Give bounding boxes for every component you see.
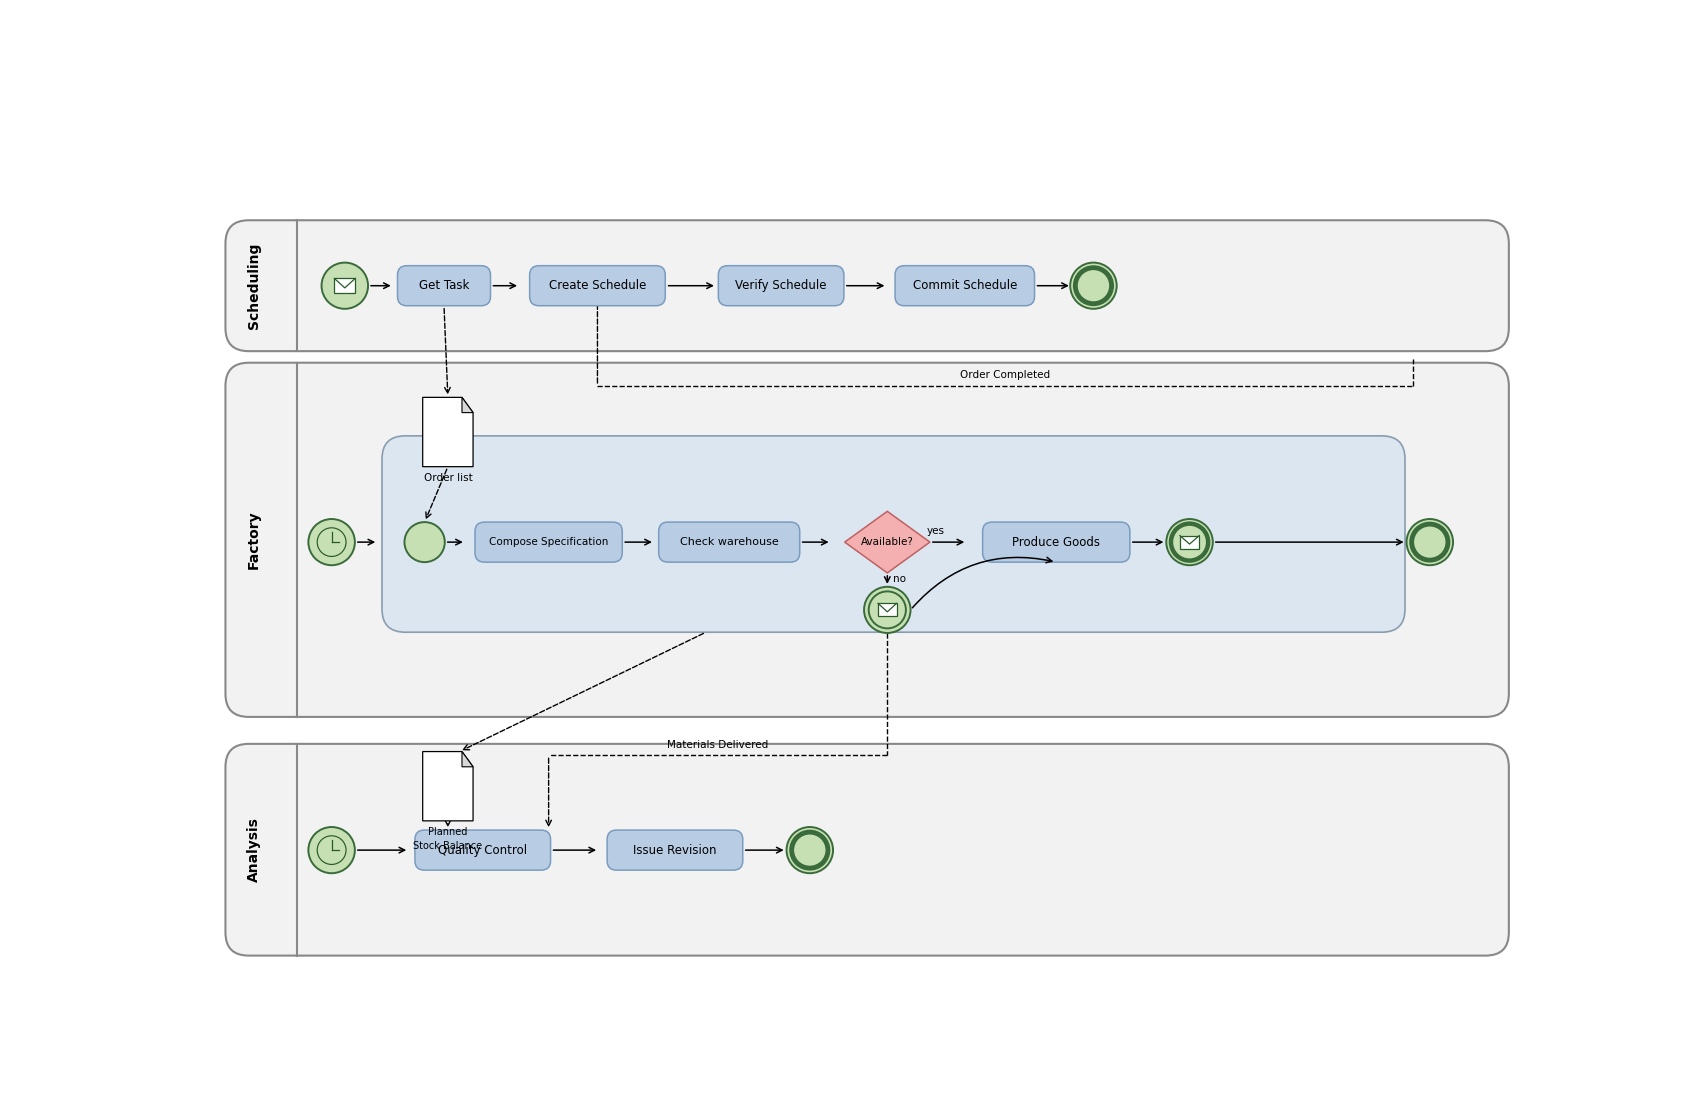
Circle shape bbox=[404, 522, 445, 562]
Text: Factory: Factory bbox=[247, 510, 261, 570]
Text: Order Completed: Order Completed bbox=[959, 371, 1051, 381]
FancyBboxPatch shape bbox=[658, 522, 800, 562]
Text: Create Schedule: Create Schedule bbox=[548, 279, 646, 293]
Circle shape bbox=[321, 263, 369, 309]
Text: Available?: Available? bbox=[861, 538, 914, 548]
FancyBboxPatch shape bbox=[607, 830, 743, 870]
FancyBboxPatch shape bbox=[878, 603, 897, 616]
Text: Commit Schedule: Commit Schedule bbox=[912, 279, 1017, 293]
Polygon shape bbox=[462, 397, 474, 413]
Circle shape bbox=[308, 519, 355, 565]
FancyBboxPatch shape bbox=[415, 830, 550, 870]
Text: Verify Schedule: Verify Schedule bbox=[736, 279, 827, 293]
FancyBboxPatch shape bbox=[225, 744, 1509, 956]
FancyBboxPatch shape bbox=[225, 221, 1509, 351]
Text: Issue Revision: Issue Revision bbox=[633, 843, 717, 857]
Text: Materials Delivered: Materials Delivered bbox=[667, 740, 768, 750]
Polygon shape bbox=[423, 752, 474, 821]
Polygon shape bbox=[423, 397, 474, 467]
FancyBboxPatch shape bbox=[382, 436, 1404, 633]
FancyBboxPatch shape bbox=[398, 266, 491, 306]
FancyBboxPatch shape bbox=[895, 266, 1034, 306]
FancyBboxPatch shape bbox=[983, 522, 1130, 562]
Text: Check warehouse: Check warehouse bbox=[680, 538, 778, 548]
Polygon shape bbox=[844, 511, 931, 573]
Text: Get Task: Get Task bbox=[420, 279, 469, 293]
Text: no: no bbox=[893, 574, 907, 584]
Circle shape bbox=[787, 827, 832, 873]
Text: Scheduling: Scheduling bbox=[247, 243, 261, 329]
Text: Quality Control: Quality Control bbox=[438, 843, 528, 857]
FancyBboxPatch shape bbox=[1179, 535, 1200, 549]
FancyBboxPatch shape bbox=[530, 266, 665, 306]
Text: Order list: Order list bbox=[423, 473, 472, 482]
Text: yes: yes bbox=[927, 527, 946, 537]
Circle shape bbox=[1406, 519, 1453, 565]
Circle shape bbox=[1166, 519, 1213, 565]
Text: Stock Balance: Stock Balance bbox=[413, 841, 482, 851]
Text: Analysis: Analysis bbox=[247, 817, 261, 882]
Circle shape bbox=[1071, 263, 1117, 309]
FancyBboxPatch shape bbox=[335, 278, 355, 293]
Circle shape bbox=[865, 587, 910, 633]
FancyBboxPatch shape bbox=[475, 522, 623, 562]
FancyBboxPatch shape bbox=[719, 266, 844, 306]
Text: Produce Goods: Produce Goods bbox=[1012, 535, 1100, 549]
Text: Compose Specification: Compose Specification bbox=[489, 538, 609, 548]
FancyBboxPatch shape bbox=[225, 363, 1509, 716]
Polygon shape bbox=[462, 752, 474, 767]
Text: Planned: Planned bbox=[428, 827, 467, 837]
Circle shape bbox=[308, 827, 355, 873]
